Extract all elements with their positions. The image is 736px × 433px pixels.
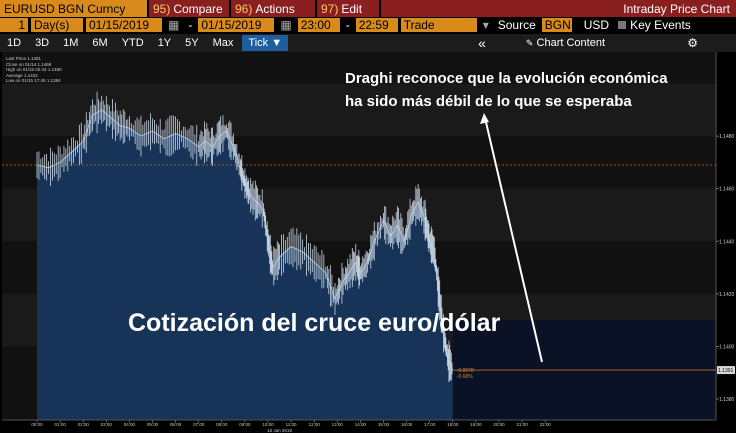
actions-number: 96): [235, 1, 253, 16]
parameter-bar: 1 Day(s) 01/15/2019 ▦ - 01/15/2019 ▦ 23:…: [0, 17, 736, 33]
edit-icon: ✎: [525, 38, 534, 48]
change-pct-label: -0.68%: [457, 374, 473, 380]
legend-item: Close on 01/14 1.1469: [6, 61, 52, 67]
y-tick-label: 1.1380: [719, 397, 735, 403]
annotation-arrow: [484, 117, 543, 363]
x-tick-label: 11:00: [286, 422, 297, 427]
range-6m[interactable]: 6M: [92, 37, 108, 49]
last-price-label: 1.1391: [718, 368, 734, 374]
end-date-field[interactable]: 01/15/2019: [198, 18, 275, 32]
x-tick-label: 03:00: [101, 422, 113, 427]
x-tick-label: 10:00: [262, 422, 274, 427]
x-tick-label: 06:00: [170, 422, 182, 427]
calendar-icon[interactable]: ▦: [168, 18, 180, 32]
legend-item: High on 01/15 02:43 1.1490: [6, 67, 62, 73]
y-tick-label: 1.1480: [719, 134, 735, 140]
headline-line-1: Draghi reconoce que la evolución económi…: [345, 70, 668, 87]
x-tick-label: 19:00: [470, 422, 482, 427]
tick-dropdown[interactable]: Tick ▼: [242, 35, 289, 51]
window-title: Intraday Price Chart: [381, 0, 736, 17]
annotation-arrowhead: [480, 113, 489, 124]
price-chart[interactable]: -0.0078-0.68% 1.1480 1.1460 1.1440 1.1420 1.…: [0, 52, 736, 433]
date-label: 15 Jan 2019: [267, 428, 292, 433]
y-tick-label: 1.1400: [719, 344, 735, 350]
x-axis-panel: [0, 420, 736, 433]
range-1m[interactable]: 1M: [63, 37, 79, 49]
gear-icon[interactable]: ⚙: [687, 36, 698, 50]
range-ytd[interactable]: YTD: [121, 37, 144, 49]
start-time-field[interactable]: 23:00: [297, 18, 340, 32]
key-events-label: Key Events: [630, 18, 691, 32]
range-1d[interactable]: 1D: [7, 37, 22, 49]
x-tick-label: 14:00: [355, 422, 367, 427]
x-tick-label: 09:00: [239, 422, 251, 427]
chart-content-label: Chart Content: [536, 37, 605, 49]
x-tick-label: 07:00: [193, 422, 205, 427]
date-separator: -: [188, 18, 193, 32]
y-tick-label: 1.1440: [719, 239, 735, 245]
source-label: Source: [497, 18, 536, 32]
last-price-badge: [717, 366, 735, 375]
compare-button[interactable]: 95) Compare: [149, 0, 229, 17]
y-axis-panel: [716, 52, 736, 420]
checkbox-icon: [618, 21, 627, 29]
overlay-title: Cotización del cruce euro/dólar: [128, 309, 501, 337]
range-max[interactable]: Max: [212, 37, 234, 49]
x-tick-label: 20:00: [493, 422, 505, 427]
x-tick-label: 05:00: [147, 422, 159, 427]
legend-item: Average 1.1432: [6, 72, 38, 78]
actions-label: Actions: [255, 1, 295, 16]
x-tick-label: 15:00: [378, 422, 390, 427]
x-tick-label: 01:00: [54, 422, 66, 427]
period-count-field[interactable]: 1: [0, 18, 28, 32]
range-1y[interactable]: 1Y: [157, 37, 172, 49]
market-dropdown-icon[interactable]: ▾: [482, 18, 489, 32]
chart-area: -0.0078 -0.68% 1.1480 1.1460 1.1440 1.1420 1.…: [0, 52, 736, 433]
compare-number: 95): [153, 1, 171, 16]
range-5y[interactable]: 5Y: [185, 37, 199, 49]
x-tick-label: 21:00: [516, 422, 528, 427]
edit-number: 97): [321, 1, 339, 16]
x-tick-label: 04:00: [124, 422, 136, 427]
range-bar: 1D 3D 1M 6M YTD 1Y 5Y Max Tick ▼ « ✎ Cha…: [0, 34, 736, 52]
x-tick-label: 17:00: [424, 422, 436, 427]
ticker-field[interactable]: EURUSD BGN Curncy: [0, 0, 147, 17]
x-tick-label: 18:00: [447, 422, 459, 427]
edit-label: Edit: [341, 1, 363, 16]
chart-legend: Last Price 1.1391 Close on 01/14 1.1469 …: [6, 56, 62, 84]
currency-label: USD: [583, 18, 610, 32]
top-toolbar: EURUSD BGN Curncy 95) Compare 96) Actions …: [0, 0, 736, 17]
x-tick-label: 22:00: [540, 422, 552, 427]
actions-button[interactable]: 96) Actions: [231, 0, 315, 17]
collapse-icon[interactable]: «: [478, 35, 486, 51]
legend-item: Last Price 1.1391: [6, 56, 42, 61]
period-unit-field[interactable]: Day(s): [31, 18, 83, 32]
x-tick-label: 12:00: [309, 422, 321, 427]
end-time-field[interactable]: 22:59: [355, 18, 398, 32]
y-tick-label: 1.1460: [719, 187, 735, 193]
change-label: -0.0078: [457, 368, 474, 374]
start-date-field[interactable]: 01/15/2019: [86, 18, 162, 32]
x-tick-label: 13:00: [332, 422, 344, 427]
x-tick-label: 00:00: [31, 422, 43, 427]
chart-content-button[interactable]: ✎ Chart Content: [526, 37, 605, 49]
compare-label: Compare: [173, 1, 223, 16]
x-tick-label: 16:00: [401, 422, 413, 427]
market-select[interactable]: Trade: [400, 18, 477, 32]
x-tick-label: 08:00: [216, 422, 228, 427]
y-tick-label: 1.1420: [719, 292, 735, 298]
news-headline: Draghi reconoce que la evolución económi…: [345, 67, 668, 113]
x-tick-label: 02:00: [78, 422, 90, 427]
price-area: [37, 109, 453, 421]
headline-line-2: ha sido más débil de lo que se esperaba: [345, 93, 632, 110]
source-field[interactable]: BGN: [541, 18, 572, 32]
range-3d[interactable]: 3D: [35, 37, 50, 49]
calendar-icon[interactable]: ▦: [280, 18, 292, 32]
legend-item: Low on 01/15 17:45 1.1384: [6, 78, 61, 84]
key-events-toggle[interactable]: Key Events: [615, 18, 694, 32]
edit-button[interactable]: 97) Edit: [317, 0, 379, 17]
time-separator: -: [345, 18, 350, 32]
